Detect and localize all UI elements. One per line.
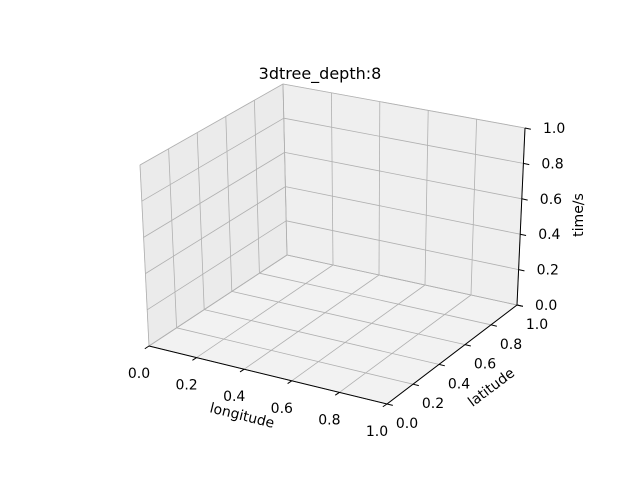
z-gridline-left [141, 117, 285, 202]
z-gridline-left [148, 254, 288, 347]
axis-lines [148, 127, 526, 405]
x-tick-label: 0.2 [175, 378, 197, 394]
z-tick-label: 0.2 [537, 263, 559, 279]
x-tick-mark [287, 380, 293, 384]
x-tick-mark [144, 345, 150, 350]
z-tick-label: 0.6 [540, 192, 562, 208]
x-gridline-floor [196, 264, 334, 358]
z-axis-line [516, 127, 526, 306]
y-gridline-left [196, 132, 205, 310]
x-gridline-floor [243, 274, 380, 370]
y-tick-mark [438, 363, 445, 367]
y-tick-mark [386, 403, 393, 406]
y-axis-line [386, 304, 518, 405]
z-gridline-left [143, 152, 285, 238]
z-gridline-back [284, 152, 522, 200]
y-tick-mark [464, 344, 471, 347]
x-tick-label: 1.0 [366, 424, 388, 440]
tick-marks-and-labels: 0.00.20.40.60.81.0 0.00.20.40.60.81.00.00… [128, 121, 565, 440]
y-gridline-floor [231, 291, 466, 345]
y-gridline-left [139, 164, 150, 347]
x-tick-label: 0.8 [318, 412, 340, 428]
x-tick-mark [239, 368, 245, 373]
z-tick-mark [523, 162, 530, 166]
z-tick-label: 0.4 [538, 227, 560, 243]
z-tick-mark [521, 198, 528, 201]
z-gridline-back [286, 254, 518, 306]
y-gridline-left [254, 100, 260, 274]
x-tick-mark [382, 403, 388, 408]
y-gridline-left [282, 83, 288, 256]
z-gridline-back [285, 186, 521, 235]
x-gridline-floor [339, 294, 472, 393]
y-gridline-left [168, 148, 177, 328]
x-tick-mark [192, 357, 197, 361]
x-gridline-back [378, 101, 381, 276]
grid-lines [139, 83, 526, 405]
y-tick-label: 1.0 [526, 317, 548, 333]
y-gridline-floor [259, 272, 492, 326]
x-tick-label: 0.0 [128, 366, 150, 382]
z-axis-label: time/s [571, 193, 587, 237]
z-gridline-left [139, 83, 284, 166]
z-tick-label: 0.8 [541, 156, 563, 172]
x-gridline-back [424, 110, 429, 286]
z-tick-label: 0.0 [535, 298, 557, 314]
x-axis-line [148, 345, 388, 405]
y-tick-label: 0.2 [422, 396, 444, 412]
z-gridline-back [283, 117, 524, 164]
y-tick-label: 0.8 [500, 337, 522, 353]
x-tick-label: 0.4 [223, 389, 245, 405]
y-gridline-floor [176, 327, 414, 385]
chart-title: 3dtree_depth:8 [259, 64, 382, 84]
z-tick-mark [524, 127, 531, 130]
x-gridline-back [470, 119, 477, 296]
z-gridline-back [286, 220, 519, 270]
z-tick-label: 1.0 [543, 121, 565, 137]
y-tick-mark [490, 324, 497, 327]
z-tick-mark [520, 233, 527, 236]
x-gridline-back [331, 92, 334, 266]
y-gridline-floor [204, 309, 440, 365]
z-tick-mark [516, 304, 523, 307]
y-tick-label: 0.6 [474, 357, 496, 373]
y-tick-label: 0.4 [448, 376, 470, 392]
z-gridline-back [282, 83, 526, 129]
y-tick-mark [412, 383, 419, 387]
z-tick-mark [518, 269, 525, 272]
y-gridline-left [225, 116, 233, 292]
y-tick-label: 0.0 [396, 416, 418, 432]
x-tick-mark [334, 391, 340, 396]
z-gridline-left [145, 186, 286, 274]
z-gridline-left [146, 220, 287, 311]
x-gridline-floor [291, 284, 426, 382]
x-tick-label: 0.6 [271, 401, 293, 417]
